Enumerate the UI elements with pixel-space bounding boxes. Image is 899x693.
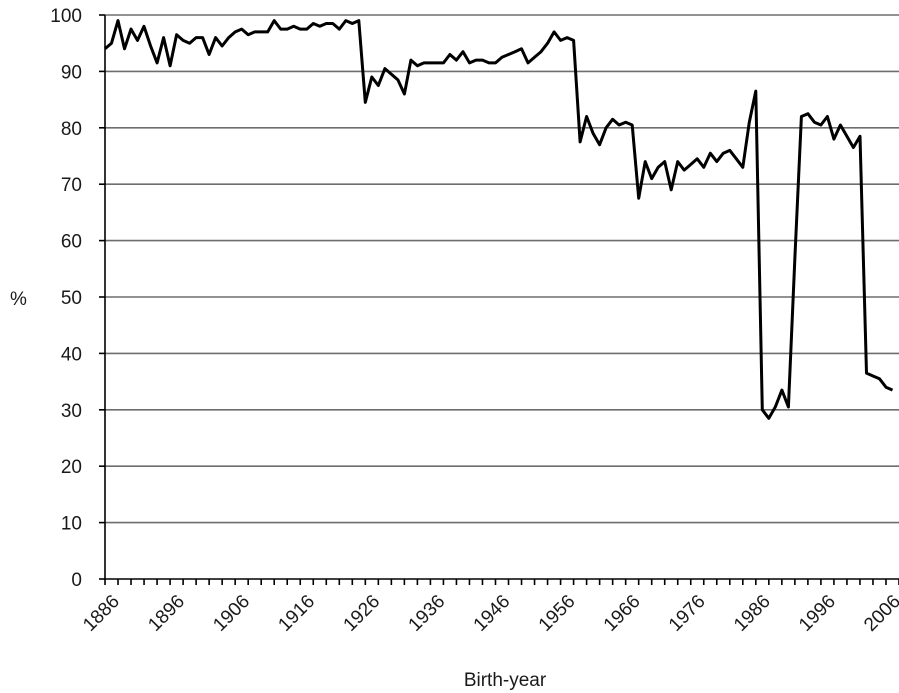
y-tick-label: 30	[61, 401, 82, 422]
series-layer	[104, 19, 894, 420]
x-tick-label: 1926	[340, 591, 385, 636]
x-tick-label: 1996	[795, 591, 840, 636]
y-tick-label: 20	[61, 457, 82, 478]
y-tick-labels: 0 10 20 30 40 50 60 70 80 90 100	[50, 6, 82, 591]
axes	[99, 14, 899, 585]
x-tick-label: 1956	[535, 591, 580, 636]
x-tick-label: 1936	[405, 591, 450, 636]
x-axis-title: Birth-year	[464, 670, 547, 691]
y-tick-label: 0	[71, 570, 82, 591]
series-line	[104, 19, 894, 420]
x-tick-label: 1946	[470, 591, 515, 636]
x-tick-label: 1886	[79, 591, 124, 636]
x-tick-label: 1916	[274, 591, 319, 636]
y-tick-label: 90	[61, 62, 82, 83]
x-tick-labels: 1886 1896 1906 1916 1926 1936 1946 1956 1966 1976…	[79, 591, 899, 636]
x-tick-label: 1976	[665, 591, 710, 636]
x-tick-label: 1966	[600, 591, 645, 636]
x-tick-label: 2006	[860, 591, 899, 636]
gridlines	[105, 14, 899, 524]
x-tick-label: 1896	[144, 591, 189, 636]
x-tick-label: 1906	[209, 591, 254, 636]
x-tick-label: 1986	[730, 591, 775, 636]
y-tick-label: 10	[61, 514, 82, 535]
y-tick-label: 50	[61, 288, 82, 309]
y-tick-label: 40	[61, 344, 82, 365]
y-tick-label: 80	[61, 119, 82, 140]
y-tick-label: 100	[50, 6, 82, 27]
y-tick-label: 70	[61, 175, 82, 196]
y-axis-title: %	[10, 289, 27, 310]
y-tick-label: 60	[61, 232, 82, 253]
